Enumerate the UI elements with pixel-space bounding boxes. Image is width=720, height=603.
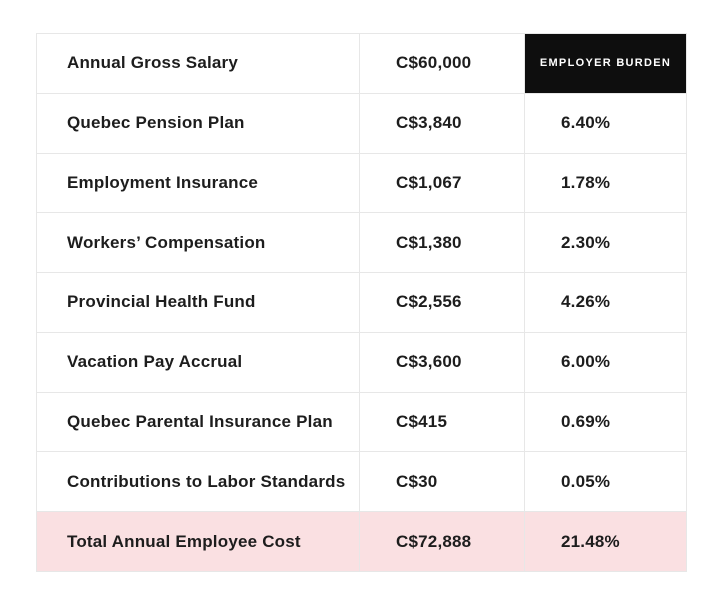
- total-row-label: Total Annual Employee Cost: [37, 512, 359, 571]
- row-value: C$1,380: [360, 213, 524, 273]
- employer-burden-badge: EMPLOYER BURDEN: [525, 34, 686, 93]
- row-value: C$2,556: [360, 273, 524, 332]
- row-value: C$30: [360, 452, 524, 512]
- total-row-burden: 21.48%: [525, 512, 686, 571]
- row-label: Contributions to Labor Standards: [37, 452, 359, 512]
- row-burden: 6.40%: [525, 93, 686, 153]
- row-label: Workers’ Compensation: [37, 213, 359, 273]
- row-burden: 0.69%: [525, 392, 686, 452]
- row-burden: 4.26%: [525, 273, 686, 332]
- row-label: Provincial Health Fund: [37, 273, 359, 332]
- row-label: Employment Insurance: [37, 153, 359, 213]
- row-value: C$3,840: [360, 93, 524, 153]
- row-label: Quebec Pension Plan: [37, 93, 359, 153]
- header-label: Annual Gross Salary: [37, 34, 359, 93]
- row-value: C$1,067: [360, 153, 524, 213]
- row-value: C$415: [360, 392, 524, 452]
- row-label: Vacation Pay Accrual: [37, 332, 359, 392]
- header-value: C$60,000: [360, 34, 524, 93]
- row-label: Quebec Parental Insurance Plan: [37, 392, 359, 452]
- row-burden: 0.05%: [525, 452, 686, 512]
- row-value: C$3,600: [360, 332, 524, 392]
- row-burden: 6.00%: [525, 332, 686, 392]
- employer-cost-table: Annual Gross Salary C$60,000 EMPLOYER BU…: [36, 33, 687, 572]
- total-row-value: C$72,888: [360, 512, 524, 571]
- row-burden: 2.30%: [525, 213, 686, 273]
- row-burden: 1.78%: [525, 153, 686, 213]
